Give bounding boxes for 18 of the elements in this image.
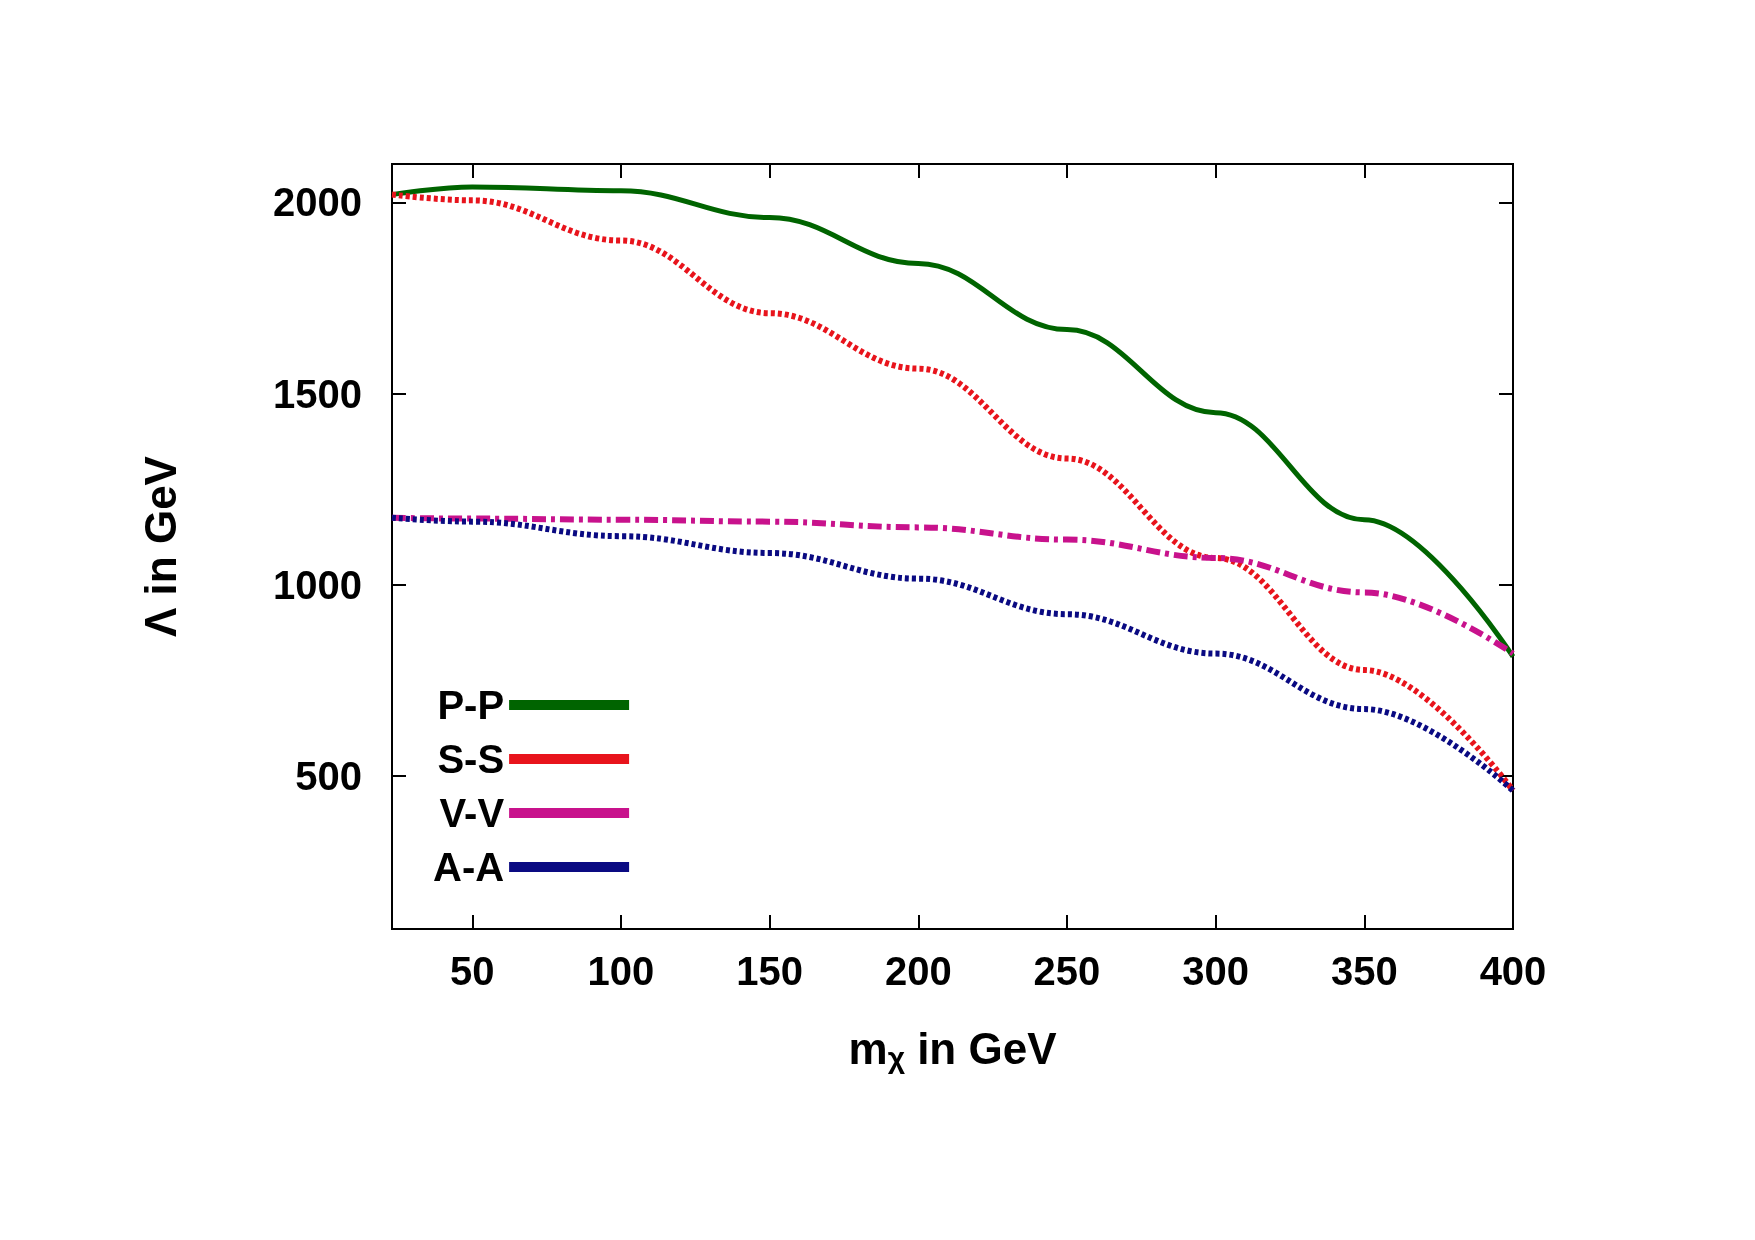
x-tick-label: 400 xyxy=(1479,949,1547,993)
legend-label: V-V xyxy=(439,791,505,835)
y-tick-label: 2000 xyxy=(273,180,362,225)
legend-label: P-P xyxy=(437,683,505,727)
x-tick-label: 50 xyxy=(450,949,495,993)
x-tick-label: 350 xyxy=(1330,949,1398,993)
legend-label: S-S xyxy=(437,737,505,781)
legend-label: A-A xyxy=(433,845,505,889)
x-tick-label: 300 xyxy=(1182,949,1250,993)
x-axis-title: mχ in GeV xyxy=(848,1023,1058,1074)
y-tick-label: 500 xyxy=(295,754,362,798)
x-tick-label: 100 xyxy=(587,949,655,993)
y-tick-label: 1500 xyxy=(273,371,362,416)
x-tick-label: 250 xyxy=(1033,949,1101,993)
x-tick-label: 200 xyxy=(884,949,952,993)
y-axis-title: Λ in GeV xyxy=(135,455,185,637)
x-tick-label: 150 xyxy=(736,949,804,993)
y-tick-label: 1000 xyxy=(273,562,362,607)
